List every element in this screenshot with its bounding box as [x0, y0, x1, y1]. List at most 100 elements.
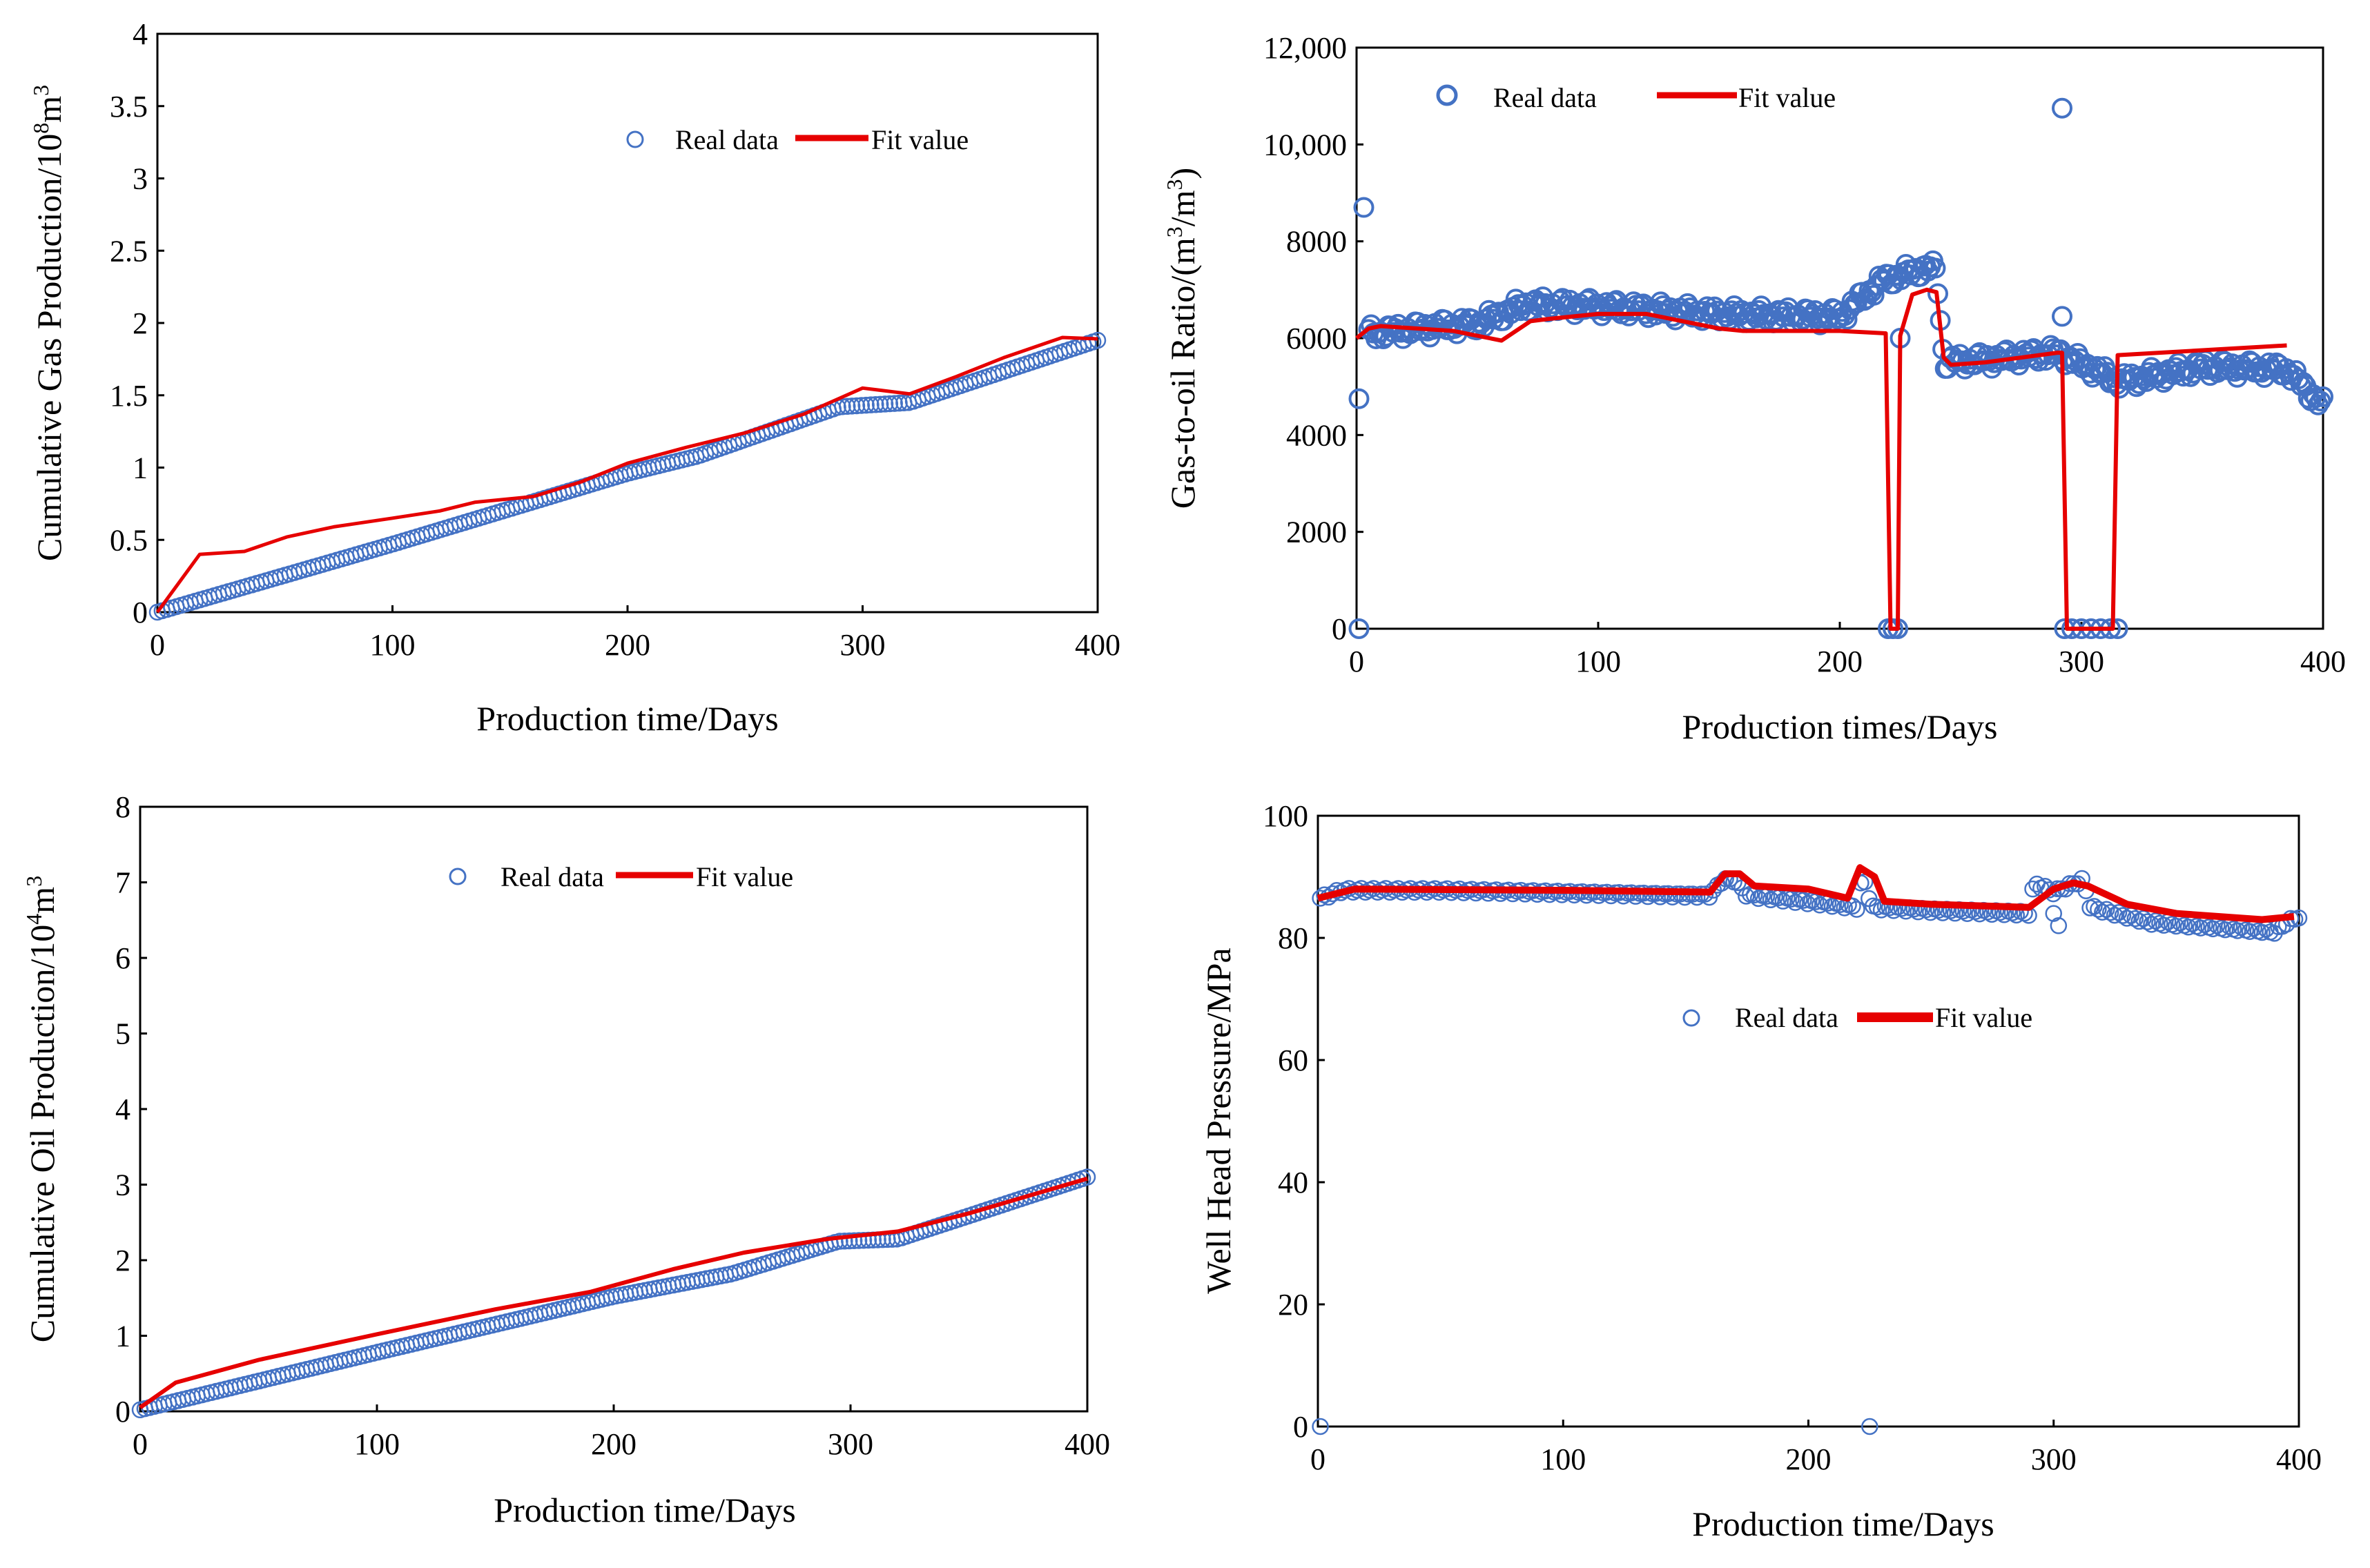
real-data-point [1795, 892, 1812, 909]
x-axis-label: Production times/Days [1682, 707, 1998, 746]
real-data-point [1312, 1418, 1329, 1435]
y-axis-label-unit-superscript: 3 [21, 876, 46, 887]
real-data-point [2052, 97, 2072, 119]
y-tick-label: 8000 [1286, 225, 1347, 259]
y-tick-label: 0 [133, 596, 148, 629]
x-axis-label: Production time/Days [494, 1491, 795, 1529]
real-data-point [2130, 912, 2148, 930]
y-tick-label: 5 [115, 1017, 130, 1051]
real-data-point [855, 1231, 873, 1249]
real-data-point [848, 397, 866, 415]
legend-marker-real-data [1436, 84, 1458, 106]
real-data-point [881, 395, 899, 413]
real-data-point [2147, 912, 2164, 930]
real-data-point [845, 1232, 863, 1250]
real-data-point [2126, 910, 2144, 928]
data-marks [1312, 864, 2308, 1435]
y-axis-label: Well Head Pressure/MPa [1199, 948, 1238, 1293]
y-tick-label: 3.5 [110, 90, 148, 124]
real-data-point [1089, 331, 1107, 349]
plot-area-frame [156, 32, 1099, 614]
real-data-point [2204, 920, 2222, 938]
x-tick-label: 0 [1349, 645, 1364, 678]
legend-label-fit-value: Fit value [1935, 1002, 2032, 1033]
y-axis-ticks: 0 1 2 3 4 5 6 7 8 [115, 790, 147, 1429]
legend: Real data Fit value [449, 861, 793, 892]
y-tick-label: 100 [1263, 799, 1308, 833]
fit-value-line [155, 335, 1098, 614]
real-data-point [1774, 892, 1791, 910]
y-tick-label: 40 [1278, 1166, 1308, 1199]
real-data-point [2106, 906, 2124, 924]
y-axis-label-text: Cumulative Gas Production/10 [30, 134, 68, 561]
real-data-point [2124, 366, 2145, 388]
real-data-point [2143, 916, 2160, 933]
y-tick-label: 4 [115, 1092, 130, 1126]
x-tick-label: 0 [1310, 1442, 1325, 1476]
real-data-point [1844, 897, 1861, 915]
y-axis-label-text: Cumulative Oil Production/10 [23, 925, 61, 1343]
x-tick-label: 400 [2276, 1442, 2322, 1476]
real-data-point [857, 396, 875, 414]
real-data-point [2241, 923, 2259, 941]
y-tick-label: 6000 [1286, 322, 1347, 355]
real-data-point [1516, 885, 1534, 903]
x-tick-label: 0 [150, 628, 165, 662]
real-data-point [1823, 898, 1841, 915]
x-tick-label: 100 [1575, 645, 1621, 678]
legend-label-real-data: Real data [1493, 82, 1597, 113]
y-tick-label: 2 [115, 1244, 130, 1277]
x-axis-ticks: 0 100 200 300 400 [1349, 622, 2346, 678]
y-tick-label: 10,000 [1263, 128, 1347, 161]
y-tick-label: 3 [115, 1168, 130, 1202]
y-tick-label: 4000 [1286, 418, 1347, 452]
x-tick-label: 0 [133, 1427, 148, 1461]
fit-value-line [1355, 287, 2287, 631]
real-data-point [1787, 894, 1804, 911]
y-axis-label-close: ) [1163, 168, 1202, 179]
y-tick-label: 3 [133, 162, 148, 196]
x-tick-label: 300 [828, 1427, 873, 1461]
y-tick-label: 1 [115, 1320, 130, 1353]
x-tick-label: 300 [2059, 645, 2104, 678]
y-tick-label: 0 [1293, 1410, 1308, 1444]
y-axis-ticks: 0 2000 4000 6000 8000 10,000 12,000 [1263, 31, 1363, 646]
real-data-point [1868, 899, 1886, 916]
y-tick-label: 0 [115, 1395, 130, 1429]
plot-area-frame [139, 805, 1089, 1413]
x-tick-label: 200 [591, 1427, 637, 1461]
legend-label-fit-value: Fit value [871, 124, 969, 155]
x-tick-label: 100 [370, 628, 416, 662]
y-tick-label: 1.5 [110, 379, 148, 413]
real-data-point [836, 1233, 853, 1250]
real-data-point [1504, 885, 1522, 903]
real-data-point [834, 398, 851, 415]
legend-marker-real-data [626, 130, 644, 148]
real-data-point [841, 1232, 858, 1250]
real-data-point [2228, 922, 2246, 939]
real-data-point [2090, 901, 2107, 918]
real-data-point [1348, 618, 1370, 639]
chart-gas-to-oil-ratio: 0 2000 4000 6000 8000 10,000 12,000 0 100 200 300… [1162, 31, 2346, 746]
real-data-point [843, 398, 861, 415]
real-data-point [867, 396, 884, 413]
real-data-point [1353, 197, 1375, 218]
real-data-point [1348, 388, 1370, 409]
real-data-point [1749, 890, 1767, 908]
y-tick-label: 2.5 [110, 234, 148, 268]
y-axis-ticks: 0 20 40 60 80 100 [1263, 799, 1325, 1444]
legend-label-real-data: Real data [675, 124, 779, 155]
legend-label-real-data: Real data [501, 861, 604, 892]
y-tick-label: 80 [1278, 921, 1308, 955]
x-tick-label: 400 [1075, 628, 1120, 662]
real-data-point [2052, 306, 2072, 327]
legend-marker-real-data [449, 868, 467, 885]
data-marks [131, 1168, 1096, 1419]
x-tick-label: 200 [1817, 645, 1863, 678]
real-data-point [1492, 885, 1509, 902]
y-tick-label: 6 [115, 941, 130, 975]
y-tick-label: 20 [1278, 1288, 1308, 1322]
legend-label-fit-value: Fit value [1738, 82, 1836, 113]
real-data-point [2216, 921, 2234, 939]
x-tick-label: 200 [605, 628, 650, 662]
